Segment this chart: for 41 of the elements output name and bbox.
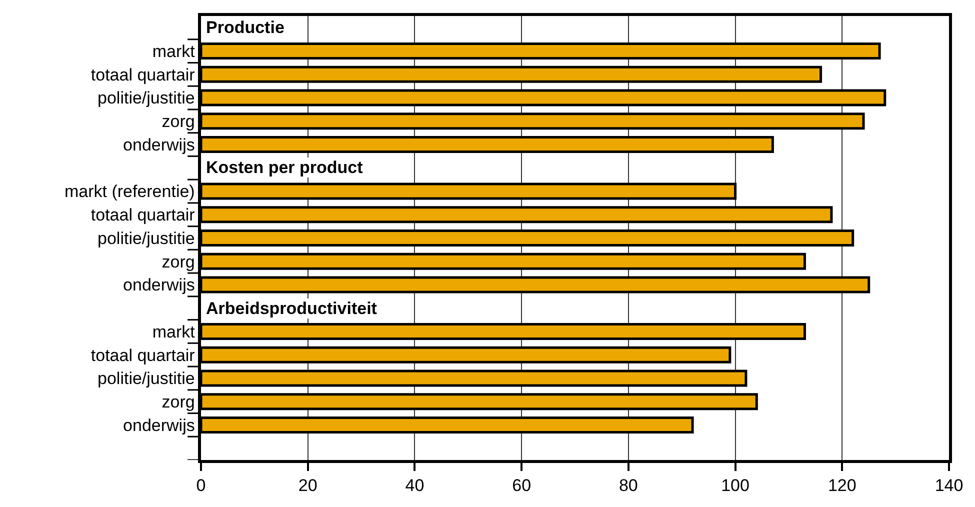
bar: [201, 230, 854, 246]
x-tick-label: 120: [828, 476, 856, 496]
bar: [201, 66, 822, 83]
x-tick-label: 20: [298, 476, 318, 496]
y-tick-label: onderwijs: [123, 135, 195, 154]
y-tick-label: markt (referentie): [64, 182, 195, 202]
bar: [201, 206, 833, 224]
x-tick-label: 80: [618, 476, 638, 496]
y-tick-label: politie/justitie: [98, 88, 195, 108]
annotation: Arbeidsproductiviteit: [206, 299, 378, 318]
bar: [201, 112, 865, 130]
y-tick-label: totaal quartair: [90, 346, 196, 365]
y-tick-label: totaal quartair: [90, 206, 196, 225]
bar: [201, 252, 806, 270]
y-tick-label: politie/justitie: [98, 369, 195, 388]
y-tick-label: onderwijs: [123, 416, 195, 435]
bar: [201, 136, 774, 154]
bar: [201, 89, 886, 106]
y-tick-label: politie/justitie: [98, 228, 195, 248]
bar: [201, 346, 732, 364]
bar: [201, 182, 737, 200]
bar: [201, 393, 758, 410]
x-tick-label: 140: [934, 476, 964, 496]
bar: [201, 416, 694, 434]
y-tick-label: onderwijs: [123, 276, 195, 295]
x-tick-label: 40: [405, 476, 424, 496]
x-tick-label: 0: [196, 476, 206, 496]
bar: [201, 370, 748, 387]
y-tick-label: markt: [152, 322, 196, 342]
y-tick-label: zorg: [162, 252, 195, 272]
x-tick-label: 100: [721, 476, 750, 496]
x-tick-label: 60: [512, 476, 532, 496]
y-tick-label: zorg: [162, 112, 195, 132]
y-tick-label: totaal quartair: [90, 65, 196, 84]
annotation: Kosten per product: [206, 158, 364, 177]
y-tick-label: zorg: [162, 392, 195, 412]
bar: [201, 322, 806, 340]
annotation: Productie: [206, 18, 284, 37]
y-tick-label: markt: [152, 42, 196, 61]
bar: [201, 276, 870, 294]
bar: [201, 42, 881, 60]
